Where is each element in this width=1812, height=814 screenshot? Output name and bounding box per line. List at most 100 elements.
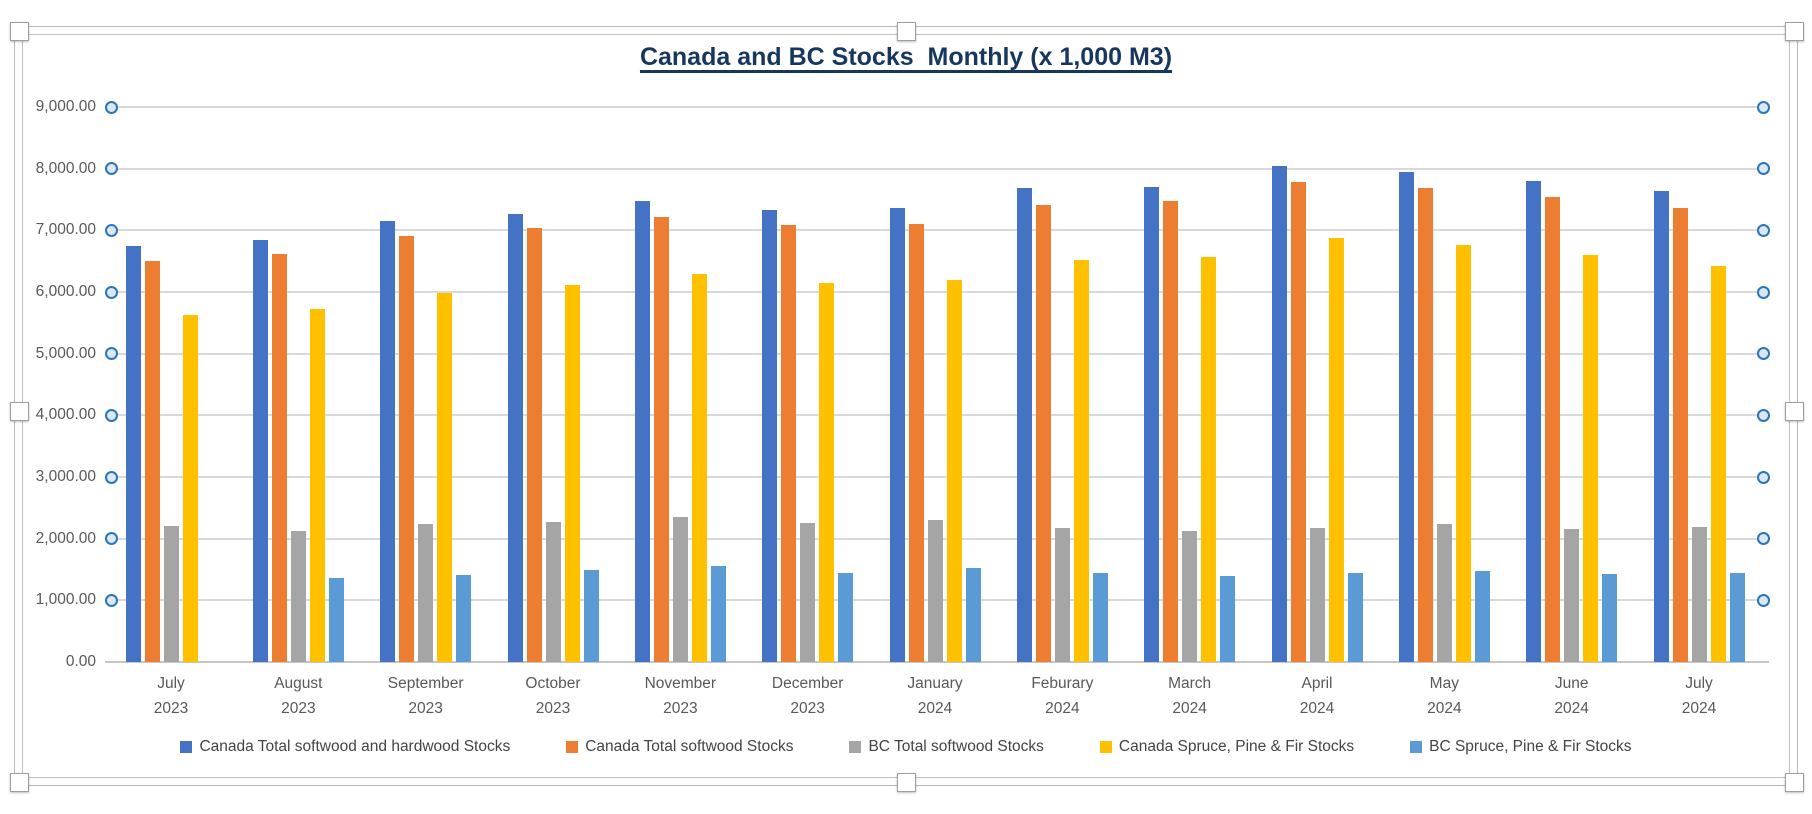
bar-series2-month12[interactable] <box>1545 197 1561 662</box>
bar-series4-month3[interactable] <box>437 292 453 662</box>
major-gridline[interactable] <box>111 167 1763 170</box>
bar-series1-month6[interactable] <box>762 209 778 662</box>
bar-series1-month12[interactable] <box>1526 181 1542 662</box>
bar-series5-month9[interactable] <box>1220 575 1236 662</box>
bar-series4-month7[interactable] <box>946 280 962 662</box>
bar-series3-month1[interactable] <box>163 526 179 662</box>
bar-series3-month7[interactable] <box>927 520 943 662</box>
bar-series2-month1[interactable] <box>144 261 160 662</box>
gridline-selection-handle[interactable] <box>1756 100 1770 114</box>
resize-handle-bottom-center[interactable] <box>896 772 916 792</box>
bar-series5-month13[interactable] <box>1729 572 1745 662</box>
gridline-selection-handle[interactable] <box>1756 162 1770 176</box>
bar-series1-month9[interactable] <box>1144 186 1160 662</box>
bar-series2-month3[interactable] <box>399 235 415 662</box>
bar-series1-month5[interactable] <box>634 200 650 662</box>
bar-series4-month1[interactable] <box>182 315 198 662</box>
bar-series2-month6[interactable] <box>781 225 797 662</box>
resize-handle-middle-left[interactable] <box>9 401 29 421</box>
gridline-selection-handle[interactable] <box>104 285 118 299</box>
bar-series5-month6[interactable] <box>838 573 854 662</box>
bar-series2-month8[interactable] <box>1035 205 1051 662</box>
bar-series2-month4[interactable] <box>526 228 542 662</box>
major-gridline[interactable] <box>111 414 1763 417</box>
major-gridline[interactable] <box>111 106 1763 108</box>
bar-series5-month7[interactable] <box>965 568 981 662</box>
gridline-selection-handle[interactable] <box>104 162 118 176</box>
bar-series3-month3[interactable] <box>418 523 434 662</box>
bar-series5-month3[interactable] <box>456 575 472 662</box>
bar-series4-month2[interactable] <box>309 308 325 662</box>
bar-series5-month2[interactable] <box>328 577 344 662</box>
major-gridline[interactable] <box>111 476 1763 478</box>
bar-series2-month9[interactable] <box>1163 201 1179 662</box>
resize-handle-top-left[interactable] <box>9 21 29 41</box>
bar-series4-month11[interactable] <box>1455 245 1471 662</box>
legend-item[interactable]: BC Total softwood Stocks <box>849 738 1044 756</box>
gridline-selection-handle[interactable] <box>1756 285 1770 299</box>
bar-series2-month13[interactable] <box>1672 208 1688 662</box>
bar-series5-month10[interactable] <box>1347 572 1363 662</box>
bar-series1-month11[interactable] <box>1398 171 1414 662</box>
bar-series3-month4[interactable] <box>545 522 561 662</box>
legend-item[interactable]: Canada Spruce, Pine & Fir Stocks <box>1099 738 1354 756</box>
bar-series3-month10[interactable] <box>1309 527 1325 662</box>
bar-series1-month7[interactable] <box>889 208 905 662</box>
bar-series5-month11[interactable] <box>1474 571 1490 662</box>
gridline-selection-handle[interactable] <box>1756 532 1770 546</box>
resize-handle-top-center[interactable] <box>896 21 916 41</box>
legend-item[interactable]: Canada Total softwood and hardwood Stock… <box>180 738 510 756</box>
gridline-selection-handle[interactable] <box>1756 593 1770 607</box>
bar-series4-month13[interactable] <box>1710 266 1726 662</box>
gridline-selection-handle[interactable] <box>104 470 118 484</box>
bar-series4-month5[interactable] <box>691 273 707 662</box>
bar-series4-month9[interactable] <box>1201 256 1217 662</box>
resize-handle-bottom-right[interactable] <box>1784 772 1804 792</box>
resize-handle-bottom-left[interactable] <box>9 772 29 792</box>
bar-series5-month5[interactable] <box>710 566 726 662</box>
bar-series4-month10[interactable] <box>1328 237 1344 662</box>
bar-series3-month9[interactable] <box>1182 530 1198 662</box>
bar-series1-month4[interactable] <box>507 213 523 662</box>
gridline-selection-handle[interactable] <box>104 100 118 114</box>
bar-series4-month4[interactable] <box>564 284 580 662</box>
bar-series4-month8[interactable] <box>1073 259 1089 662</box>
bar-series3-month8[interactable] <box>1054 528 1070 662</box>
bar-series4-month6[interactable] <box>819 283 835 662</box>
major-gridline[interactable] <box>111 291 1763 293</box>
bar-series2-month7[interactable] <box>908 224 924 662</box>
bar-series3-month12[interactable] <box>1564 528 1580 662</box>
bar-series2-month11[interactable] <box>1417 187 1433 662</box>
gridline-selection-handle[interactable] <box>1756 470 1770 484</box>
legend-item[interactable]: Canada Total softwood Stocks <box>566 738 793 756</box>
bar-series3-month2[interactable] <box>290 530 306 662</box>
bar-series4-month12[interactable] <box>1583 255 1599 662</box>
gridline-selection-handle[interactable] <box>1756 347 1770 361</box>
gridline-selection-handle[interactable] <box>104 408 118 422</box>
bar-series5-month8[interactable] <box>1092 573 1108 662</box>
x-axis-line[interactable] <box>105 661 1769 663</box>
bar-series1-month10[interactable] <box>1271 166 1287 662</box>
gridline-selection-handle[interactable] <box>1756 408 1770 422</box>
bar-series5-month12[interactable] <box>1602 574 1618 662</box>
legend-item[interactable]: BC Spruce, Pine & Fir Stocks <box>1410 738 1632 756</box>
gridline-selection-handle[interactable] <box>104 223 118 237</box>
bar-series2-month5[interactable] <box>653 216 669 662</box>
bar-series1-month13[interactable] <box>1653 191 1669 662</box>
gridline-selection-handle[interactable] <box>1756 223 1770 237</box>
bar-series3-month13[interactable] <box>1691 526 1707 662</box>
chart-title[interactable]: Canada and BC Stocks Monthly (x 1,000 M3… <box>639 43 1173 71</box>
bar-series3-month6[interactable] <box>800 523 816 662</box>
resize-handle-top-right[interactable] <box>1784 21 1804 41</box>
bar-series1-month3[interactable] <box>380 221 396 662</box>
major-gridline[interactable] <box>111 352 1763 355</box>
major-gridline[interactable] <box>111 229 1763 232</box>
gridline-selection-handle[interactable] <box>104 532 118 546</box>
chart-legend[interactable]: Canada Total softwood and hardwood Stock… <box>0 738 1812 756</box>
bar-series1-month8[interactable] <box>1016 188 1032 662</box>
bar-series3-month11[interactable] <box>1436 524 1452 662</box>
bar-series1-month2[interactable] <box>252 239 268 662</box>
bar-series3-month5[interactable] <box>672 517 688 662</box>
bar-series2-month10[interactable] <box>1290 182 1306 662</box>
